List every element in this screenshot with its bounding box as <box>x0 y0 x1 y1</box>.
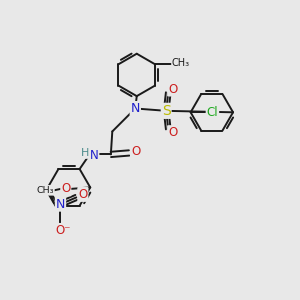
Text: N: N <box>56 198 65 211</box>
Text: N: N <box>130 102 140 115</box>
Text: Cl: Cl <box>207 106 218 119</box>
Text: O: O <box>131 145 140 158</box>
Text: CH₃: CH₃ <box>172 58 190 68</box>
Text: S: S <box>162 104 171 118</box>
Text: O: O <box>61 182 70 195</box>
Text: H: H <box>81 148 89 158</box>
Text: N: N <box>90 148 98 161</box>
Text: O⁻: O⁻ <box>55 224 70 237</box>
Text: O: O <box>168 82 177 95</box>
Text: O: O <box>168 126 177 139</box>
Text: O: O <box>78 188 88 201</box>
Text: CH₃: CH₃ <box>36 186 54 195</box>
